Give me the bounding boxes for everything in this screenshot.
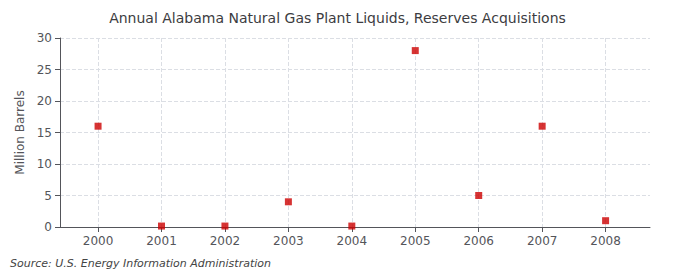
svg-text:2000: 2000 bbox=[83, 234, 114, 248]
svg-text:10: 10 bbox=[37, 157, 52, 171]
svg-text:15: 15 bbox=[37, 126, 52, 140]
svg-text:25: 25 bbox=[37, 63, 52, 77]
svg-text:2004: 2004 bbox=[337, 234, 368, 248]
svg-text:2007: 2007 bbox=[527, 234, 558, 248]
svg-text:2001: 2001 bbox=[146, 234, 177, 248]
svg-text:20: 20 bbox=[37, 94, 52, 108]
svg-text:Million Barrels: Million Barrels bbox=[13, 90, 27, 174]
svg-text:2005: 2005 bbox=[400, 234, 431, 248]
svg-text:Source: U.S. Energy Informatio: Source: U.S. Energy Information Administ… bbox=[10, 257, 271, 270]
svg-text:0: 0 bbox=[44, 220, 52, 234]
svg-text:Annual Alabama Natural Gas Pla: Annual Alabama Natural Gas Plant Liquids… bbox=[109, 10, 566, 26]
svg-text:2006: 2006 bbox=[463, 234, 494, 248]
svg-text:5: 5 bbox=[44, 189, 52, 203]
svg-text:30: 30 bbox=[37, 31, 52, 45]
svg-text:2008: 2008 bbox=[590, 234, 621, 248]
svg-text:2003: 2003 bbox=[273, 234, 304, 248]
svg-text:2002: 2002 bbox=[210, 234, 241, 248]
